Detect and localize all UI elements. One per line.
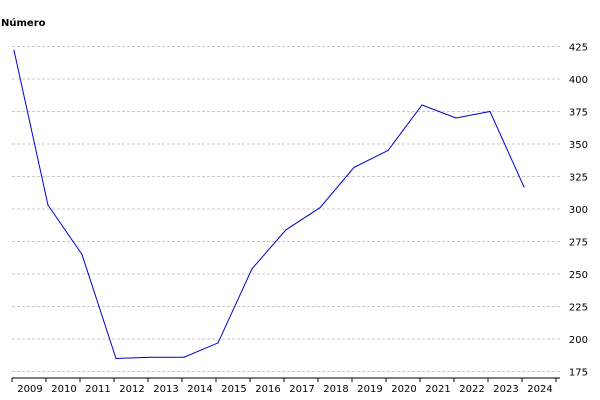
data-point-2009 [13,49,15,52]
x-tick-label-2023: 2023 [493,384,518,395]
data-point-2022 [455,117,457,119]
data-point-2024 [523,186,525,188]
data-point-2020 [387,149,389,152]
y-axis-label: Número [1,17,46,29]
x-tick-label-2014: 2014 [187,384,212,395]
data-point-2016 [251,268,253,270]
x-tick-label-2017: 2017 [289,384,314,395]
x-tick-label-2015: 2015 [221,384,246,395]
data-point-2023 [489,110,491,113]
y-tick-label-375: 375 [569,108,588,119]
data-point-2019 [353,166,355,168]
y-tick-label-275: 275 [569,238,588,249]
data-point-2013 [149,356,151,358]
gridlines [12,46,560,372]
x-tick-label-2012: 2012 [119,384,144,395]
data-point-2017 [285,229,287,231]
x-tick-label-2011: 2011 [85,384,110,395]
x-tick-label-2016: 2016 [255,384,280,395]
x-tick-label-2021: 2021 [425,384,450,395]
y-axis-ticks: 175 200 225 250 275 300 325 350 375 400 425 [569,43,588,379]
y-tick-label-225: 225 [569,303,588,314]
series-group [13,49,525,360]
y-tick-label-250: 250 [569,270,588,281]
x-tick-label-2018: 2018 [323,384,348,395]
x-tick-label-2022: 2022 [459,384,484,395]
data-point-2018 [319,207,321,209]
data-point-2014 [183,356,185,358]
data-point-2021 [421,104,423,106]
y-tick-label-175: 175 [569,368,588,379]
x-tick-label-2020: 2020 [391,384,416,395]
data-point-2011 [81,253,83,256]
series-line-0 [13,50,525,360]
x-tick-label-2010: 2010 [51,384,76,395]
y-tick-label-400: 400 [569,75,588,86]
y-tick-label-325: 325 [569,173,588,184]
data-point-2012 [115,357,117,360]
y-tick-label-200: 200 [569,335,588,346]
x-tick-label-2013: 2013 [153,384,178,395]
y-tick-label-425: 425 [569,43,588,54]
data-point-2015 [217,342,219,344]
y-tick-label-350: 350 [569,140,588,151]
x-axis-ticks: 2009 2010 2011 2012 2013 2014 2015 2016 2017 2018… [17,384,552,395]
y-tick-label-300: 300 [569,205,588,216]
data-point-2010 [47,204,49,206]
x-tick-label-2009: 2009 [17,384,42,395]
x-axis [11,377,560,382]
x-tick-label-2024: 2024 [527,384,552,395]
x-tick-label-2019: 2019 [357,384,382,395]
